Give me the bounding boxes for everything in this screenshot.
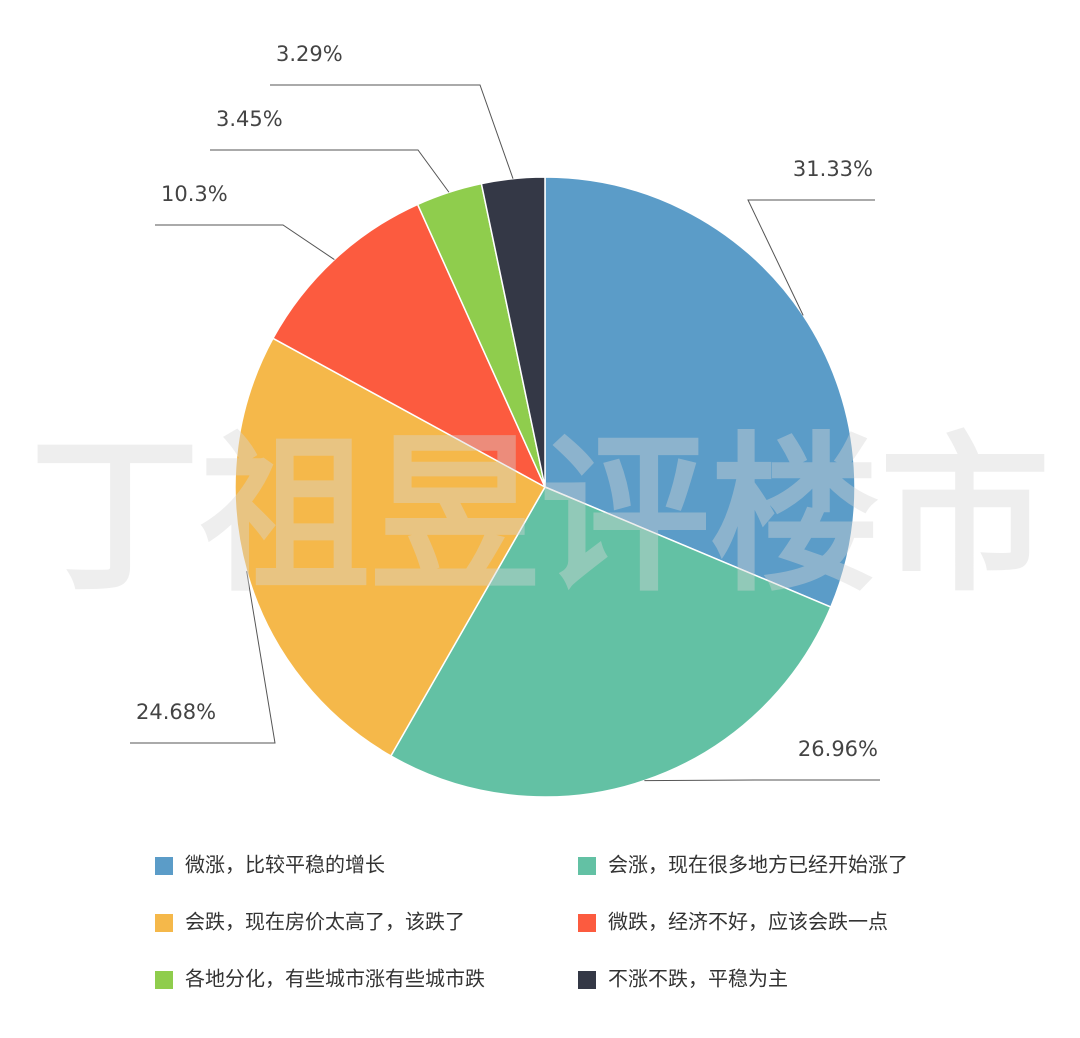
legend-swatch [155, 971, 173, 989]
legend-swatch [155, 857, 173, 875]
leader-line [155, 224, 335, 260]
legend-swatch [578, 857, 596, 875]
leader-line [210, 149, 450, 193]
legend-swatch [578, 914, 596, 932]
legend-swatch [155, 914, 173, 932]
legend-label: 微涨，比较平稳的增长 [185, 853, 385, 877]
value-label: 24.68% [136, 700, 216, 724]
value-label: 10.3% [161, 182, 228, 206]
pie-slice [544, 176, 856, 608]
watermark: 丁祖昱评楼市 [30, 416, 1050, 616]
legend-label: 不涨不跌，平稳为主 [608, 967, 788, 991]
legend-swatch [578, 971, 596, 989]
legend-label: 微跌，经济不好，应该会跌一点 [608, 910, 888, 934]
pie-slice [480, 176, 546, 488]
leader-line [644, 779, 880, 782]
legend-label: 会跌，现在房价太高了，该跌了 [185, 910, 465, 934]
value-label: 3.29% [276, 42, 343, 66]
value-label: 3.45% [216, 107, 283, 131]
value-label: 31.33% [793, 157, 873, 181]
leader-line [130, 571, 276, 744]
leader-line [270, 84, 514, 179]
pie-slice [234, 337, 547, 757]
value-label: 26.96% [798, 737, 878, 761]
legend-label: 各地分化，有些城市涨有些城市跌 [185, 967, 485, 991]
legend-label: 会涨，现在很多地方已经开始涨了 [608, 853, 908, 877]
leader-line [747, 199, 875, 316]
